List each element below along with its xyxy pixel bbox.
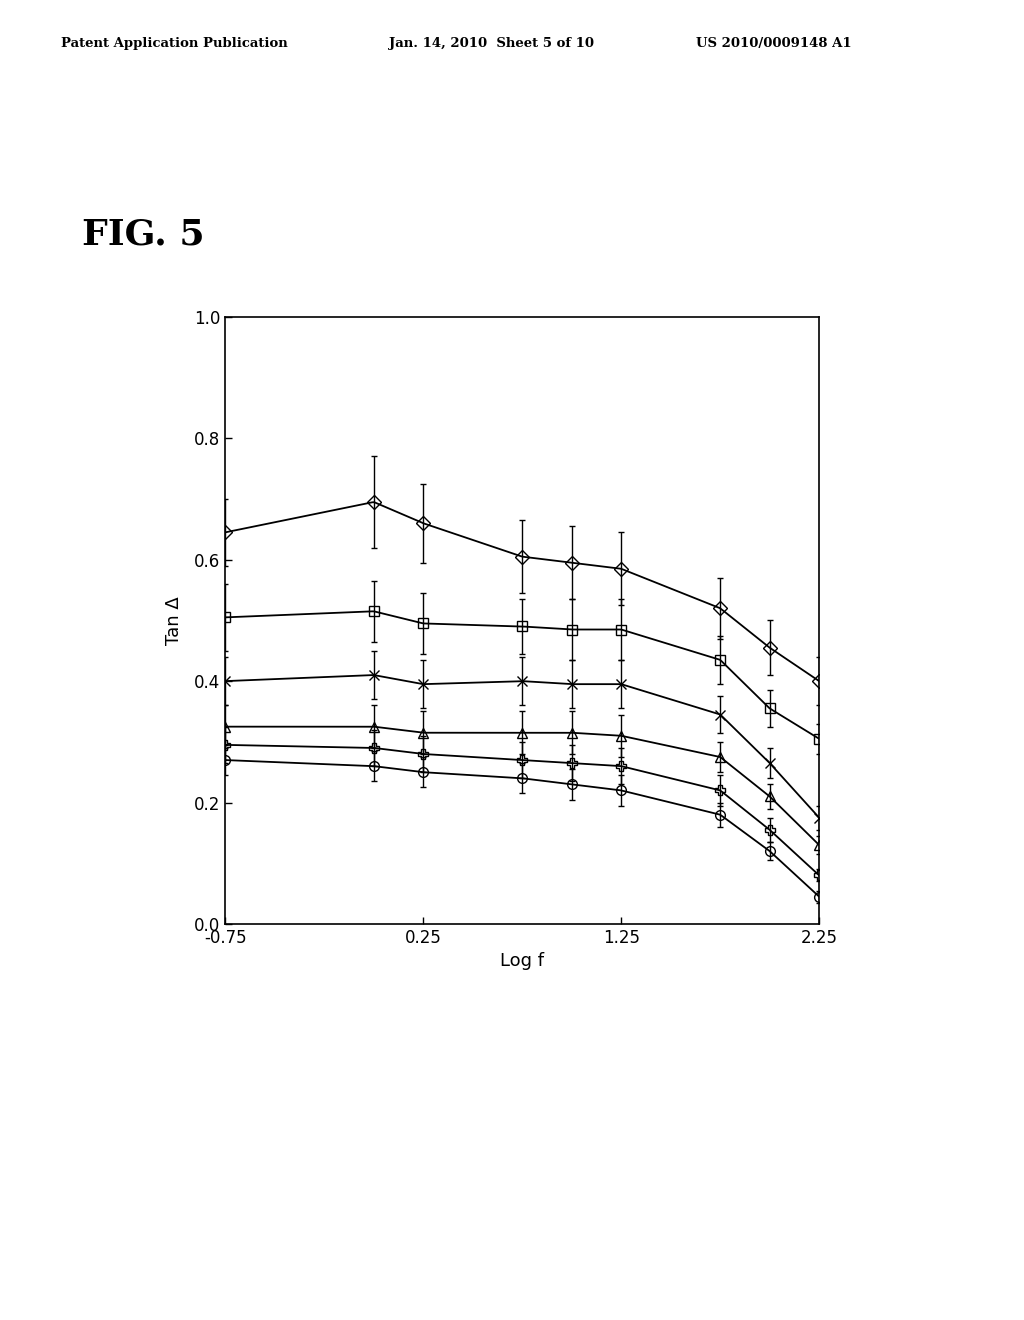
- Text: Patent Application Publication: Patent Application Publication: [61, 37, 288, 50]
- Text: FIG. 5: FIG. 5: [82, 218, 205, 252]
- Text: Jan. 14, 2010  Sheet 5 of 10: Jan. 14, 2010 Sheet 5 of 10: [389, 37, 594, 50]
- X-axis label: Log f: Log f: [501, 953, 544, 970]
- Y-axis label: Tan Δ: Tan Δ: [165, 597, 183, 644]
- Text: US 2010/0009148 A1: US 2010/0009148 A1: [696, 37, 852, 50]
